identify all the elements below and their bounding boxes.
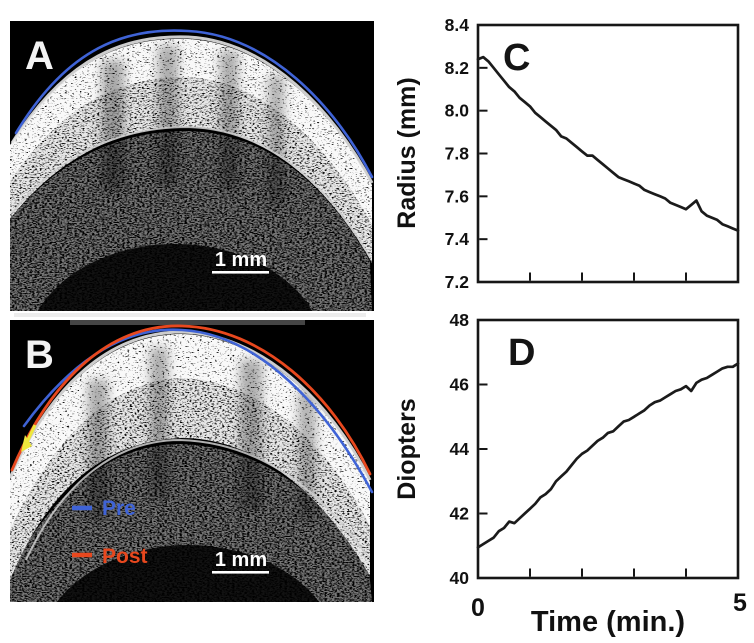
oct-b-anterior-surface <box>10 330 372 481</box>
panel-separator-line <box>14 313 366 317</box>
oct-b-pre-curve <box>22 328 374 494</box>
y-tick-label: 42 <box>450 504 470 524</box>
x-axis-label: Time (min.) <box>531 606 685 638</box>
y-tick-label: 44 <box>450 439 470 459</box>
oct-b-shadow-bands <box>88 348 316 520</box>
y-tick-label: 8.0 <box>445 101 470 121</box>
legend-post-label: Post <box>102 545 148 568</box>
oct-image-b: B Pre Post 1 mm <box>10 320 374 602</box>
oct-b-posterior-surface <box>25 438 367 561</box>
panel-letter: C <box>503 37 530 79</box>
radius-trace <box>476 55 740 232</box>
oct-b-saturation-artifact <box>70 320 305 325</box>
y-tick-label: 48 <box>450 310 470 330</box>
y-tick-label: 7.4 <box>445 229 470 249</box>
y-axis-label: Diopters <box>395 398 421 499</box>
arrow-icon <box>25 424 37 443</box>
oct-a-pre-curve <box>14 29 374 179</box>
oct-image-a: A 1 mm <box>10 21 374 311</box>
oct-a-shadow-bands <box>102 46 284 206</box>
y-tick-label: 40 <box>450 568 470 588</box>
oct-a-anterior-chamber <box>37 244 313 311</box>
plot-border <box>476 318 740 580</box>
panel-b-letter: B <box>25 333 54 377</box>
y-tick-label: 8.4 <box>445 15 470 35</box>
panel-a-scalebar <box>212 271 269 274</box>
panel-b-scalebar-label: 1 mm <box>215 549 267 571</box>
arrow-head-icon <box>21 435 32 452</box>
oct-b-anterior-chamber <box>56 545 320 602</box>
y-tick-label: 46 <box>450 375 470 395</box>
legend: Pre Post <box>72 497 148 568</box>
y-axis-label: Radius (mm) <box>395 77 421 228</box>
panel-b-scalebar <box>212 571 269 574</box>
chart-d-diopters: 48 46 44 42 40 D Diopters Time (min.) 0 5 <box>395 310 747 638</box>
oct-a-anterior-surface <box>10 35 374 184</box>
panel-a-letter: A <box>25 34 54 78</box>
oct-b-post-curve <box>10 324 372 476</box>
y-tick-label: 7.8 <box>445 144 470 164</box>
oct-a-posterior-surface <box>11 125 371 258</box>
y-tick-label: 7.2 <box>445 272 470 292</box>
x-tick-label-right: 5 <box>733 589 747 617</box>
plot-border <box>476 23 740 284</box>
y-tick-label: 8.2 <box>445 58 470 78</box>
y-tick-label: 7.6 <box>445 186 470 206</box>
panel-a-scalebar-label: 1 mm <box>215 249 267 271</box>
x-tick-label-left: 0 <box>471 594 485 622</box>
legend-pre-label: Pre <box>102 497 136 520</box>
chart-c-radius: 8.4 8.2 8.0 7.8 7.6 7.4 7.2 C Radius (mm) <box>395 15 740 292</box>
diopters-trace <box>476 362 740 549</box>
panel-letter: D <box>508 332 535 374</box>
